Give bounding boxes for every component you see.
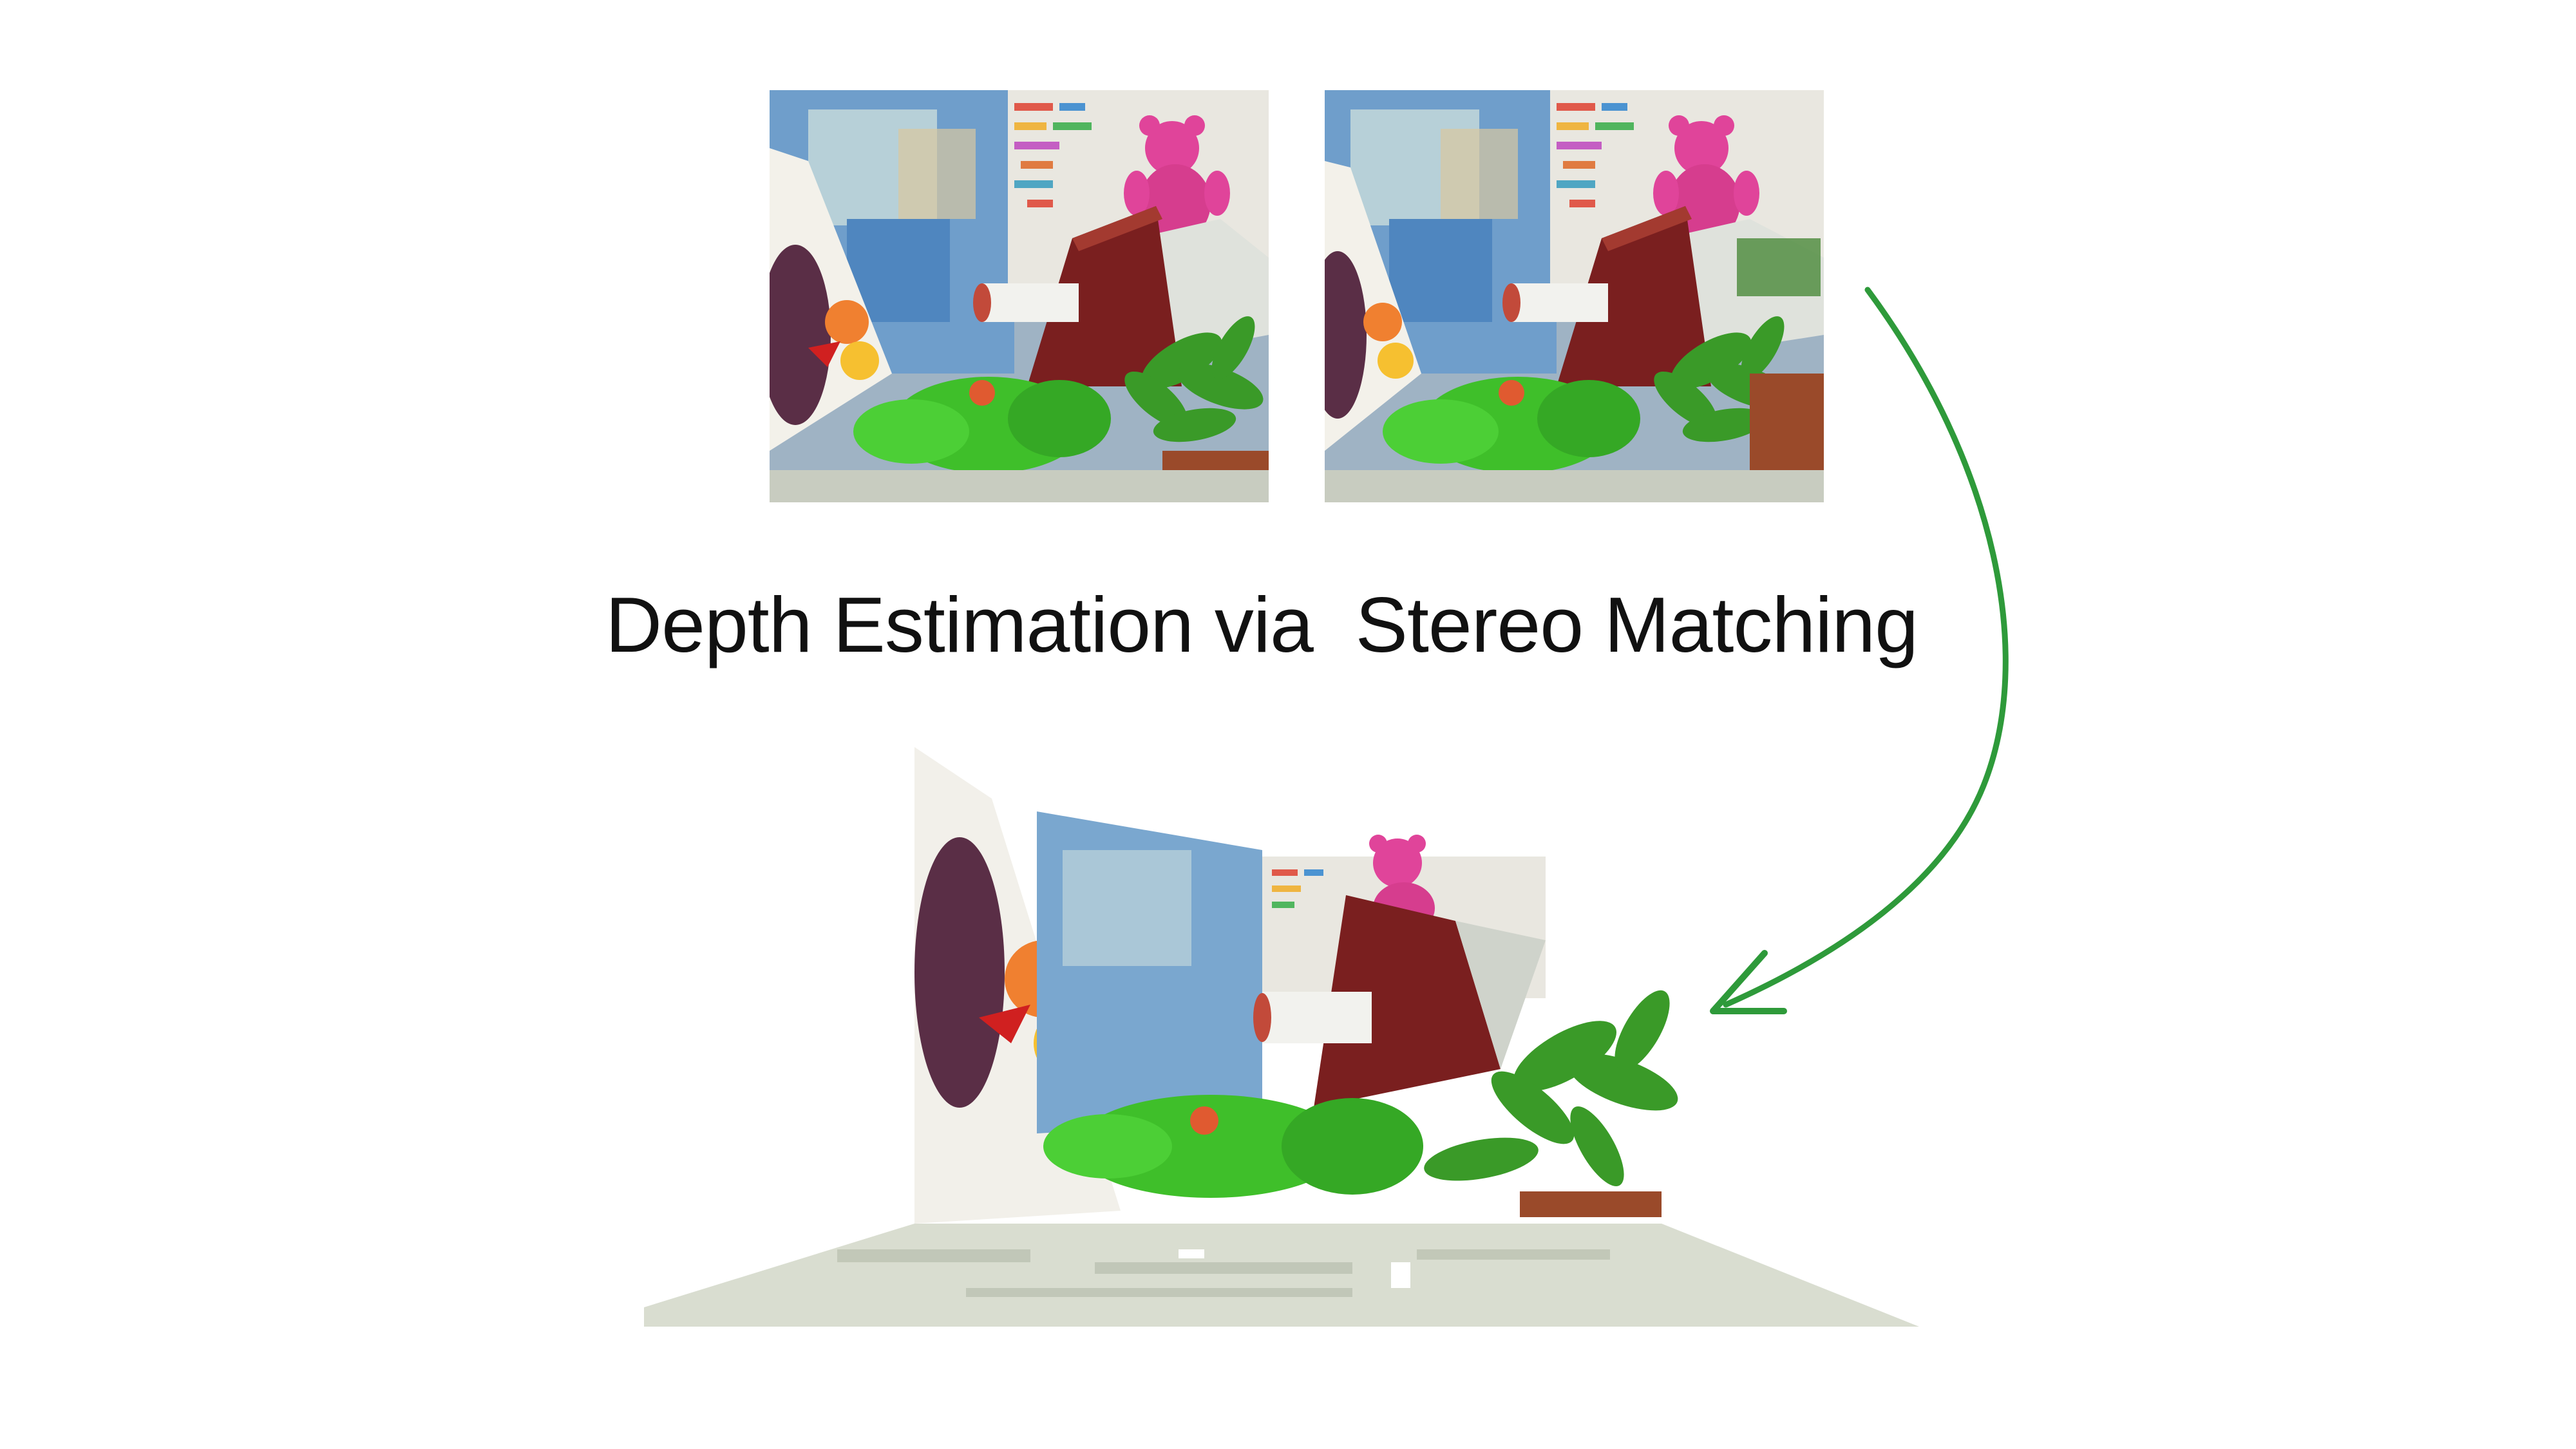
right-stereo-image xyxy=(1325,90,1824,502)
curved-arrow-icon xyxy=(1710,287,2009,1014)
point-cloud-reconstruction xyxy=(644,747,1919,1327)
left-stereo-image xyxy=(770,90,1269,502)
caption-title: Depth Estimation via Stereo Matching xyxy=(605,581,1918,668)
